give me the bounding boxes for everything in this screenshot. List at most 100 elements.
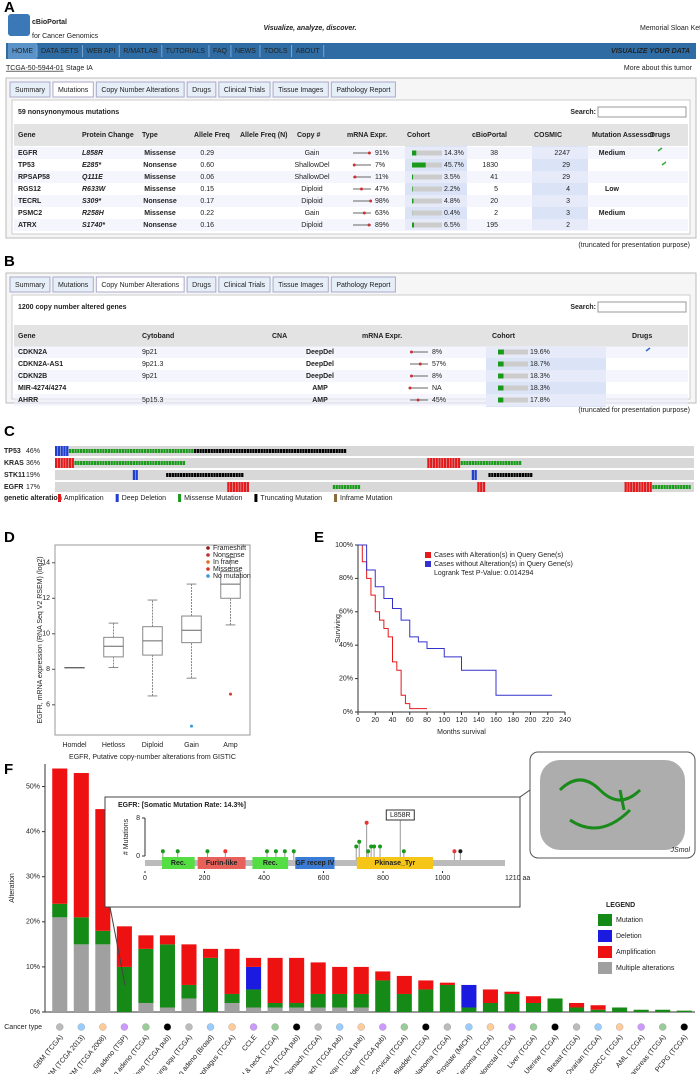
tab[interactable]: Tissue Images (278, 87, 324, 94)
mutation-cell (288, 449, 291, 453)
mutation-cell (224, 449, 227, 453)
cell: E285* (82, 162, 101, 169)
tab[interactable]: Tissue Images (278, 282, 324, 289)
mutation-cell (471, 461, 475, 465)
nav-item[interactable]: WEB API (86, 48, 115, 55)
alteration-cell (482, 482, 486, 492)
mutation-cell (174, 473, 177, 477)
cell: 9p21.3 (142, 361, 164, 368)
cell: 41 (490, 174, 498, 181)
cell: 2 (494, 210, 498, 217)
cancer-type-dot (314, 1023, 322, 1031)
cell: ShallowDel (294, 162, 329, 169)
cell: Missense (144, 174, 176, 181)
column-header: CNA (272, 333, 287, 340)
domain-label: GF recep IV (295, 860, 334, 867)
tab[interactable]: Pathology Report (336, 87, 390, 94)
mutation-cell (216, 449, 219, 453)
bar-segment (246, 989, 262, 1008)
bar-segment (202, 957, 219, 1012)
mutation-cell (268, 449, 272, 453)
callout (519, 789, 531, 798)
nav-item[interactable]: FAQ (213, 48, 228, 55)
lollipop-head (372, 844, 377, 849)
mutation-cell (235, 449, 238, 453)
y-tick-label: 60% (339, 609, 353, 616)
x-end-label: 1210 aa (505, 875, 530, 882)
column-header: Copy # (297, 132, 320, 139)
tab[interactable]: Mutations (58, 87, 89, 94)
mutation-cell (674, 485, 677, 489)
nav-item[interactable]: TOOLS (264, 48, 288, 55)
gene-name: KRAS (4, 460, 24, 467)
bar-segment (138, 935, 154, 949)
bar-segment (504, 993, 520, 1012)
y-axis-label: # Mutations (123, 818, 130, 855)
tab[interactable]: Copy Number Alterations (101, 282, 179, 289)
nav-item[interactable]: DATA SETS (41, 48, 79, 55)
nav-item[interactable]: HOME (12, 48, 33, 55)
nav-item[interactable]: TUTORIALS (166, 48, 205, 55)
search-box[interactable] (597, 301, 687, 313)
x-tick-label: 40 (389, 717, 397, 724)
tab[interactable]: Clinical Trials (224, 87, 266, 94)
mutation-cell (210, 473, 213, 477)
cell: 4.8% (444, 198, 460, 205)
mutation-cell (518, 473, 522, 477)
mutation-cell (349, 485, 352, 489)
alteration-cell (471, 470, 475, 480)
search-box[interactable] (597, 106, 687, 118)
x-tick-label: Homdel (62, 742, 87, 749)
protein-domain (295, 857, 335, 869)
legend-marker (206, 567, 210, 571)
mutation-cell (266, 449, 269, 453)
tab[interactable]: Pathology Report (336, 282, 390, 289)
cancer-type-dot (508, 1023, 516, 1031)
domain-label: Furin-like (206, 860, 238, 867)
mutation-cell (241, 473, 244, 477)
mutation-cell (88, 461, 91, 465)
cell: S309* (82, 198, 101, 205)
bar-segment (569, 1002, 585, 1008)
nav-item[interactable]: R/MATLAB (123, 48, 158, 55)
bar-segment (525, 1002, 542, 1012)
tab[interactable]: Drugs (192, 282, 211, 289)
mutation-cell (502, 461, 505, 465)
mrna-dot (416, 398, 420, 402)
tab (52, 276, 94, 293)
mutation-cell (474, 461, 477, 465)
tab[interactable]: Copy Number Alterations (101, 87, 179, 94)
mutation-cell (357, 485, 361, 489)
cohort-bar (498, 349, 504, 355)
bar-segment (482, 1002, 498, 1012)
cell: 195 (486, 222, 498, 229)
tab[interactable]: Summary (15, 87, 45, 94)
row-stripe (14, 219, 688, 231)
tab[interactable]: Clinical Trials (224, 282, 266, 289)
nav-item[interactable]: NEWS (235, 48, 256, 55)
mutation-cell (77, 461, 80, 465)
cell: 91% (375, 150, 389, 157)
table-header (14, 325, 688, 347)
x-tick-label: Diploid (142, 742, 164, 749)
mrna-dot (362, 211, 366, 215)
cohort-bar-bg (498, 361, 528, 367)
mutation-cell (143, 461, 147, 465)
mutation-cell (655, 485, 658, 489)
mutation-cell (510, 473, 513, 477)
y-tick-label: 10% (26, 964, 40, 971)
tab[interactable]: Drugs (192, 87, 211, 94)
nav-item[interactable]: ABOUT (296, 48, 321, 55)
cell: 5p15.3 (142, 397, 164, 404)
mutation-cell (230, 449, 233, 453)
mutation-cell (180, 449, 183, 453)
cell: ATRX (18, 222, 37, 229)
cohort-bar (498, 385, 504, 391)
mutation-cell (166, 461, 169, 465)
bar-segment (159, 935, 175, 945)
protein-domain (161, 857, 195, 869)
column-header: Cohort (407, 132, 431, 139)
tab[interactable]: Mutations (58, 282, 89, 289)
logo-icon (8, 14, 30, 36)
tab[interactable]: Summary (15, 282, 45, 289)
